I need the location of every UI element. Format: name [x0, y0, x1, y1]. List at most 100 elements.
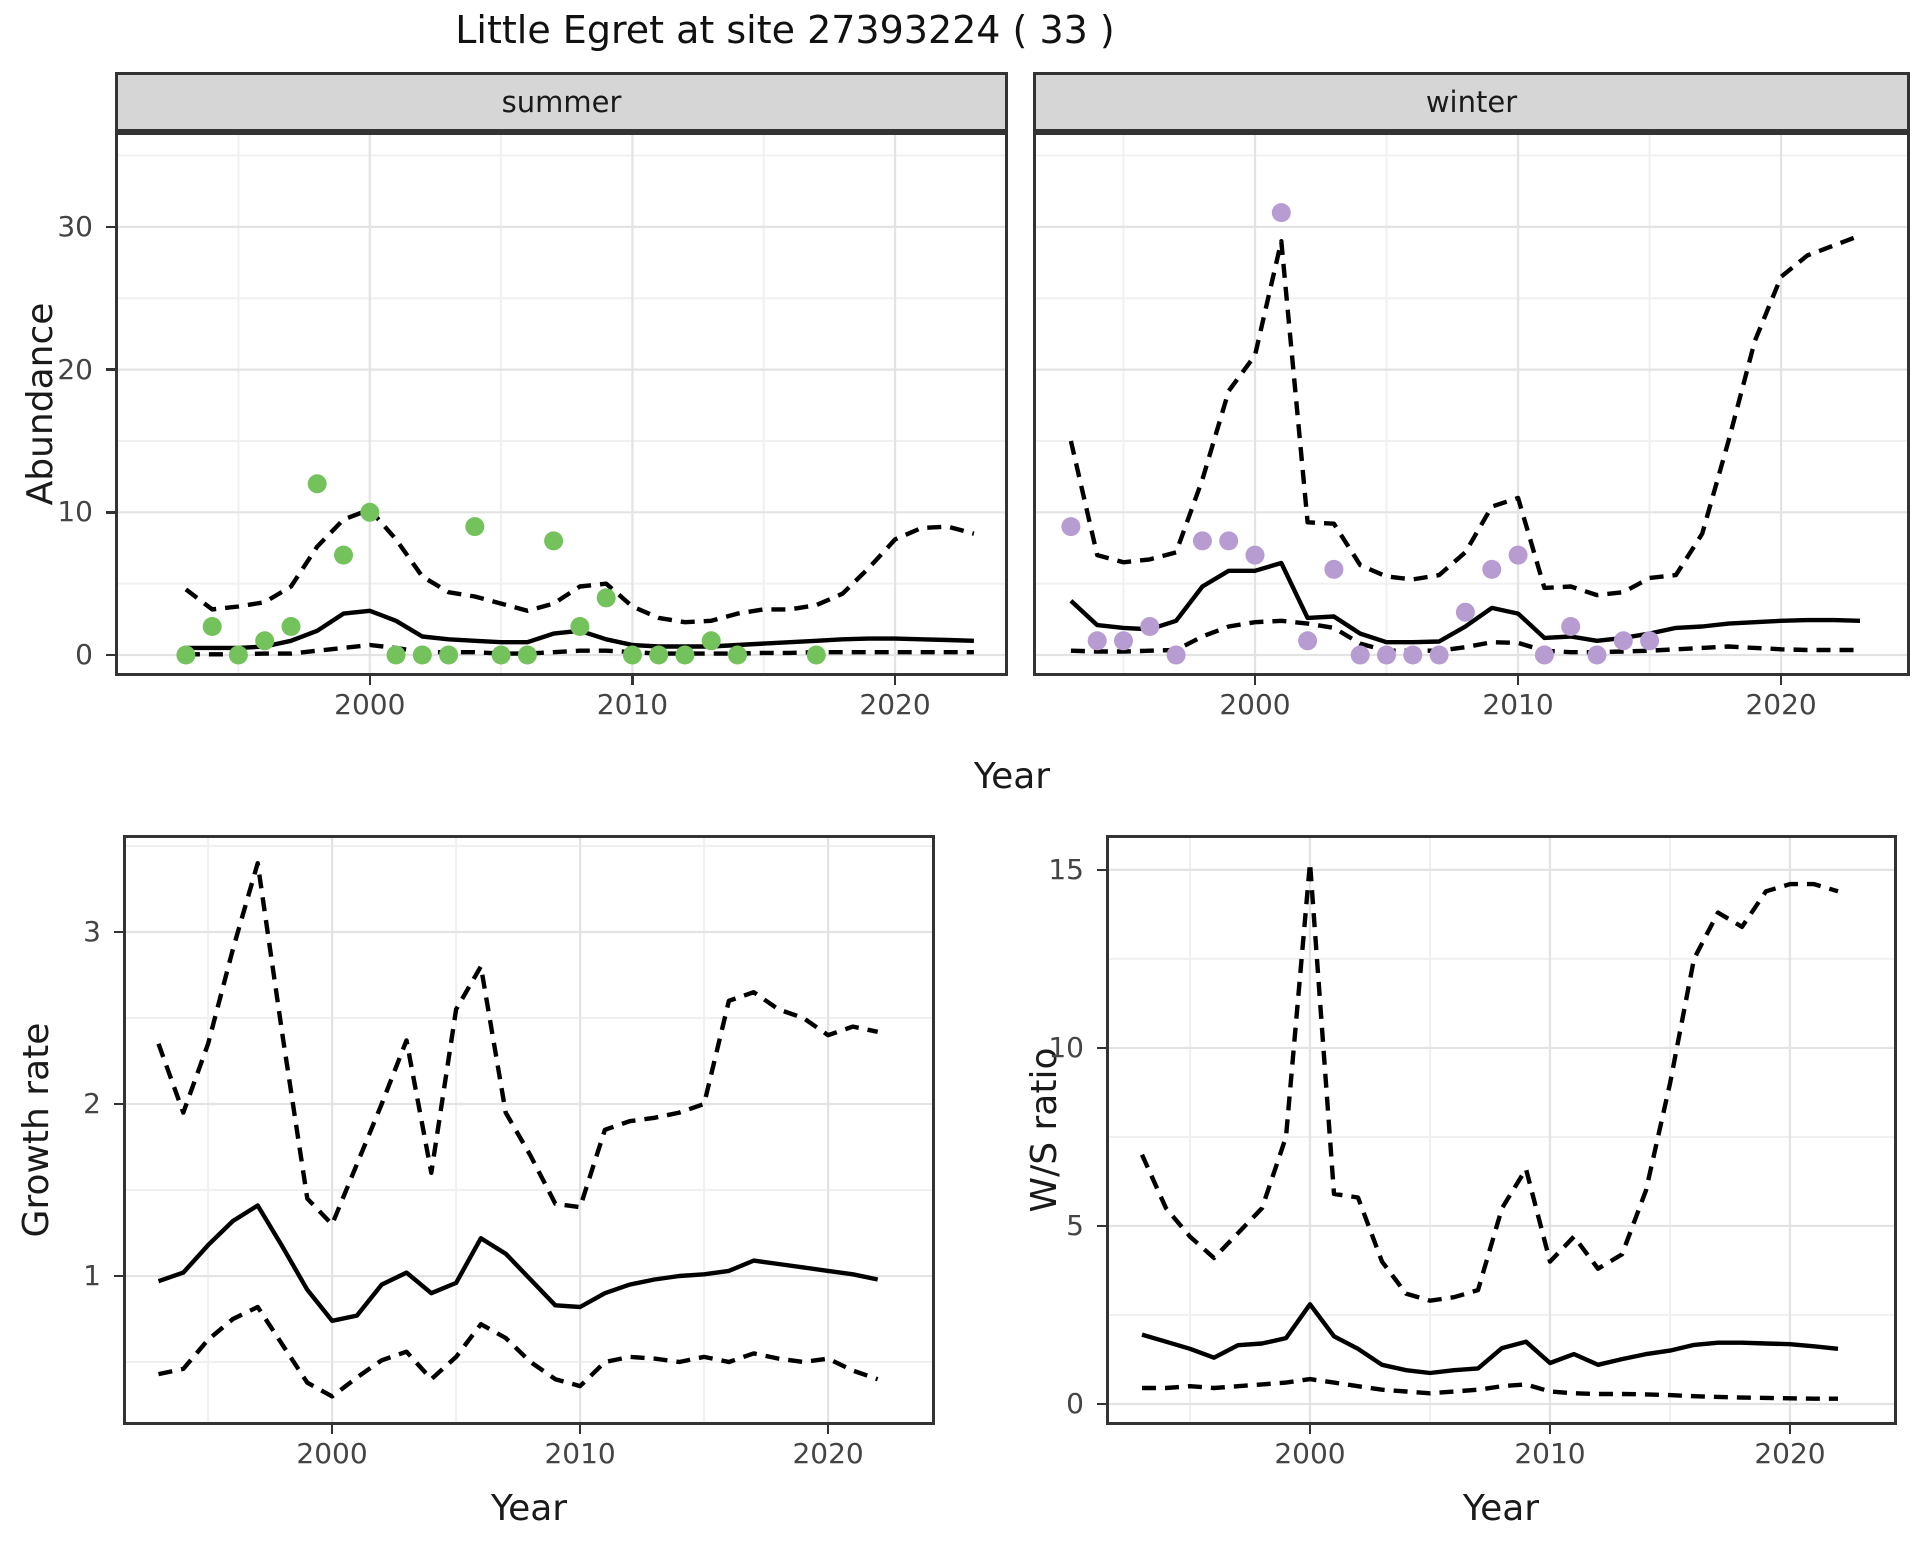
growth-rate-panel	[123, 835, 935, 1425]
x-tick-mark	[631, 676, 634, 685]
summer-abundance-ci_lower-line	[185, 642, 974, 657]
facet-strip-summer-label: summer	[501, 85, 622, 119]
summer-abundance-point	[281, 617, 301, 636]
winter-abundance-point	[1192, 531, 1212, 551]
ws-ratio-panel	[1106, 835, 1897, 1425]
x-axis-title-top-year: Year	[973, 756, 1051, 797]
summer-abundance-panel	[115, 132, 1008, 676]
summer-abundance-point	[412, 645, 432, 665]
summer-abundance-point	[176, 645, 196, 665]
summer-abundance-point	[517, 645, 537, 665]
winter-abundance-point	[1324, 559, 1344, 579]
winter-abundance-point	[1219, 531, 1239, 551]
x-tick-mark	[826, 1425, 830, 1434]
y-tick-mark	[114, 1274, 123, 1278]
winter-abundance-point	[1561, 617, 1581, 636]
growth-rate-plot	[123, 835, 935, 1425]
x-tick-mark	[1253, 676, 1257, 685]
summer-abundance-point	[728, 645, 747, 665]
y-tick-label: 30	[57, 209, 93, 243]
x-axis-title-growth-year: Year	[490, 1488, 568, 1529]
x-tick-label: 2020	[1745, 688, 1817, 721]
x-axis-title-ws-year: Year	[1462, 1488, 1540, 1529]
page-title: Little Egret at site 27393224 ( 33 )	[455, 8, 1115, 52]
x-tick-mark	[893, 676, 897, 685]
summer-abundance-point	[360, 502, 380, 522]
winter-abundance-point	[1350, 645, 1370, 665]
y-tick-mark	[106, 225, 115, 229]
y-tick-label: 15	[1048, 852, 1084, 886]
summer-abundance-point	[596, 588, 616, 608]
x-tick-mark	[1779, 676, 1783, 685]
summer-abundance-point	[649, 645, 669, 665]
winter-abundance-ci_upper-line	[1068, 233, 1861, 598]
y-tick-label: 0	[1066, 1386, 1084, 1420]
winter-abundance-point	[1377, 645, 1396, 665]
winter-abundance-ci_lower-line	[1070, 618, 1860, 655]
x-tick-label: 2010	[1482, 688, 1554, 721]
winter-abundance-point	[1508, 545, 1528, 565]
y-tick-mark	[114, 930, 123, 934]
x-tick-label: 2020	[859, 688, 931, 721]
summer-abundance-point	[544, 531, 564, 551]
x-tick-mark	[1516, 676, 1520, 685]
growth-rate-ci_upper-line	[156, 861, 879, 1227]
facet-strip-winter: winter	[1033, 72, 1910, 132]
winter-abundance-point	[1087, 631, 1107, 651]
x-tick-mark	[330, 1425, 334, 1434]
summer-abundance-point	[255, 631, 275, 651]
winter-abundance-point	[1482, 559, 1502, 579]
x-tick-label: 2000	[1219, 688, 1291, 721]
y-tick-label: 2	[83, 1087, 101, 1121]
summer-abundance-point	[570, 617, 590, 636]
facet-strip-summer: summer	[115, 72, 1008, 132]
y-tick-label: 0	[75, 638, 93, 672]
winter-abundance-point	[1429, 645, 1449, 665]
x-tick-label: 2010	[596, 688, 669, 721]
summer-abundance-point	[202, 617, 222, 636]
y-tick-mark	[1097, 1224, 1106, 1228]
y-tick-mark	[114, 1102, 123, 1106]
summer-abundance-point	[806, 645, 826, 665]
summer-abundance-point	[439, 645, 459, 665]
winter-abundance-mean-line	[1069, 560, 1861, 645]
winter-abundance-point	[1455, 602, 1475, 622]
growth-rate-mean-line	[157, 1203, 879, 1323]
x-tick-label: 2000	[1274, 1437, 1346, 1470]
winter-abundance-plot	[1033, 132, 1910, 676]
summer-abundance-point	[334, 545, 353, 565]
summer-abundance-point	[701, 631, 721, 651]
winter-abundance-point	[1114, 631, 1133, 651]
winter-abundance-point	[1245, 545, 1265, 565]
winter-abundance-point	[1613, 631, 1633, 651]
summer-abundance-point	[465, 517, 485, 537]
summer-abundance-point	[675, 645, 695, 665]
x-tick-mark	[578, 1425, 582, 1434]
summer-abundance-point	[228, 645, 248, 665]
y-tick-mark	[106, 368, 115, 371]
winter-abundance-point	[1061, 517, 1081, 537]
y-axis-title-growth-rate: Growth rate	[16, 1022, 57, 1238]
winter-abundance-point	[1271, 203, 1291, 223]
y-tick-mark	[106, 653, 115, 657]
summer-abundance-point	[307, 474, 327, 494]
ws-ratio-plot	[1106, 835, 1897, 1425]
summer-abundance-point	[622, 645, 642, 665]
y-tick-label: 5	[1066, 1208, 1084, 1242]
x-tick-mark	[368, 676, 372, 685]
winter-abundance-point	[1166, 645, 1186, 665]
y-tick-label: 10	[57, 495, 93, 529]
winter-abundance-point	[1298, 631, 1318, 651]
summer-abundance-plot	[115, 132, 1008, 676]
winter-abundance-point	[1140, 617, 1160, 636]
x-tick-label: 2010	[544, 1437, 616, 1470]
y-tick-mark	[1097, 1402, 1106, 1406]
winter-abundance-panel	[1033, 132, 1910, 676]
winter-abundance-point	[1403, 645, 1423, 665]
y-tick-mark	[1097, 1046, 1106, 1050]
y-tick-mark	[1097, 868, 1106, 872]
y-tick-label: 3	[83, 915, 101, 948]
summer-abundance-point	[386, 645, 406, 665]
x-tick-label: 2020	[792, 1437, 864, 1470]
